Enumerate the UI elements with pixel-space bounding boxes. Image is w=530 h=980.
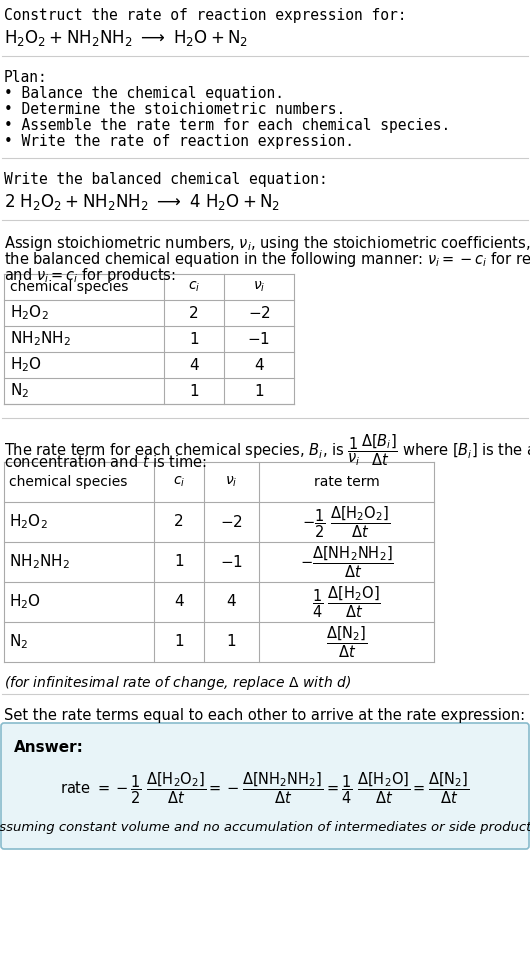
Text: 1: 1	[254, 383, 264, 399]
Text: $-2$: $-2$	[248, 305, 270, 321]
Text: $-\dfrac{1}{2}\ \dfrac{\Delta[\mathrm{H_2O_2}]}{\Delta t}$: $-\dfrac{1}{2}\ \dfrac{\Delta[\mathrm{H_…	[302, 505, 391, 540]
Text: 2: 2	[189, 306, 199, 320]
Text: 4: 4	[189, 358, 199, 372]
Text: $\mathrm{NH_2NH_2}$: $\mathrm{NH_2NH_2}$	[9, 553, 70, 571]
Text: 1: 1	[189, 383, 199, 399]
Text: $\mathrm{NH_2NH_2}$: $\mathrm{NH_2NH_2}$	[10, 329, 71, 348]
Text: rate term: rate term	[314, 475, 379, 489]
Text: Set the rate terms equal to each other to arrive at the rate expression:: Set the rate terms equal to each other t…	[4, 708, 525, 723]
Text: Construct the rate of reaction expression for:: Construct the rate of reaction expressio…	[4, 8, 407, 23]
Text: 4: 4	[254, 358, 264, 372]
Text: and $\nu_i = c_i$ for products:: and $\nu_i = c_i$ for products:	[4, 266, 176, 285]
Text: 4: 4	[174, 595, 184, 610]
Text: the balanced chemical equation in the following manner: $\nu_i = -c_i$ for react: the balanced chemical equation in the fo…	[4, 250, 530, 269]
Text: Plan:: Plan:	[4, 70, 48, 85]
Text: 2: 2	[174, 514, 184, 529]
Text: $\mathrm{H_2O}$: $\mathrm{H_2O}$	[10, 356, 42, 374]
Text: • Assemble the rate term for each chemical species.: • Assemble the rate term for each chemic…	[4, 118, 450, 133]
Text: chemical species: chemical species	[9, 475, 127, 489]
Text: $\nu_i$: $\nu_i$	[225, 474, 237, 489]
Text: $\mathrm{N_2}$: $\mathrm{N_2}$	[9, 633, 28, 652]
Text: $\mathrm{H_2O_2 + NH_2NH_2 \ \longrightarrow \ H_2O + N_2}$: $\mathrm{H_2O_2 + NH_2NH_2 \ \longrighta…	[4, 28, 248, 48]
Text: rate $= -\dfrac{1}{2}\ \dfrac{\Delta[\mathrm{H_2O_2}]}{\Delta t}= -\dfrac{\Delta: rate $= -\dfrac{1}{2}\ \dfrac{\Delta[\ma…	[60, 770, 470, 806]
Text: $\mathrm{H_2O_2}$: $\mathrm{H_2O_2}$	[9, 513, 48, 531]
Text: $-2$: $-2$	[220, 514, 243, 530]
Text: $\mathrm{N_2}$: $\mathrm{N_2}$	[10, 381, 29, 401]
Text: chemical species: chemical species	[10, 280, 128, 294]
Text: • Write the rate of reaction expression.: • Write the rate of reaction expression.	[4, 134, 354, 149]
Text: 1: 1	[174, 555, 184, 569]
Text: $-1$: $-1$	[248, 331, 270, 347]
Text: 4: 4	[227, 595, 236, 610]
Text: Assign stoichiometric numbers, $\nu_i$, using the stoichiometric coefficients, $: Assign stoichiometric numbers, $\nu_i$, …	[4, 234, 530, 253]
Text: $-1$: $-1$	[220, 554, 243, 570]
Text: • Determine the stoichiometric numbers.: • Determine the stoichiometric numbers.	[4, 102, 345, 117]
Text: Answer:: Answer:	[14, 740, 84, 755]
Text: $-\dfrac{\Delta[\mathrm{NH_2NH_2}]}{\Delta t}$: $-\dfrac{\Delta[\mathrm{NH_2NH_2}]}{\Del…	[299, 544, 393, 580]
Text: Write the balanced chemical equation:: Write the balanced chemical equation:	[4, 172, 328, 187]
Text: $c_i$: $c_i$	[173, 474, 185, 489]
Text: $\nu_i$: $\nu_i$	[253, 280, 265, 294]
Text: (assuming constant volume and no accumulation of intermediates or side products): (assuming constant volume and no accumul…	[0, 821, 530, 834]
Text: 1: 1	[174, 634, 184, 650]
Text: • Balance the chemical equation.: • Balance the chemical equation.	[4, 86, 284, 101]
Text: $\mathrm{H_2O}$: $\mathrm{H_2O}$	[9, 593, 41, 612]
Text: The rate term for each chemical species, $B_i$, is $\dfrac{1}{\nu_i}\dfrac{\Delt: The rate term for each chemical species,…	[4, 432, 530, 467]
Text: $\dfrac{\Delta[\mathrm{N_2}]}{\Delta t}$: $\dfrac{\Delta[\mathrm{N_2}]}{\Delta t}$	[326, 624, 367, 660]
FancyBboxPatch shape	[1, 723, 529, 849]
Text: $\dfrac{1}{4}\ \dfrac{\Delta[\mathrm{H_2O}]}{\Delta t}$: $\dfrac{1}{4}\ \dfrac{\Delta[\mathrm{H_2…	[312, 584, 381, 619]
Text: 1: 1	[227, 634, 236, 650]
Text: (for infinitesimal rate of change, replace $\Delta$ with $d$): (for infinitesimal rate of change, repla…	[4, 674, 351, 692]
Text: 1: 1	[189, 331, 199, 347]
Text: $\mathrm{2\ H_2O_2 + NH_2NH_2 \ \longrightarrow \ 4\ H_2O + N_2}$: $\mathrm{2\ H_2O_2 + NH_2NH_2 \ \longrig…	[4, 192, 280, 212]
Text: $c_i$: $c_i$	[188, 280, 200, 294]
Text: concentration and $t$ is time:: concentration and $t$ is time:	[4, 454, 207, 470]
Text: $\mathrm{H_2O_2}$: $\mathrm{H_2O_2}$	[10, 304, 49, 322]
